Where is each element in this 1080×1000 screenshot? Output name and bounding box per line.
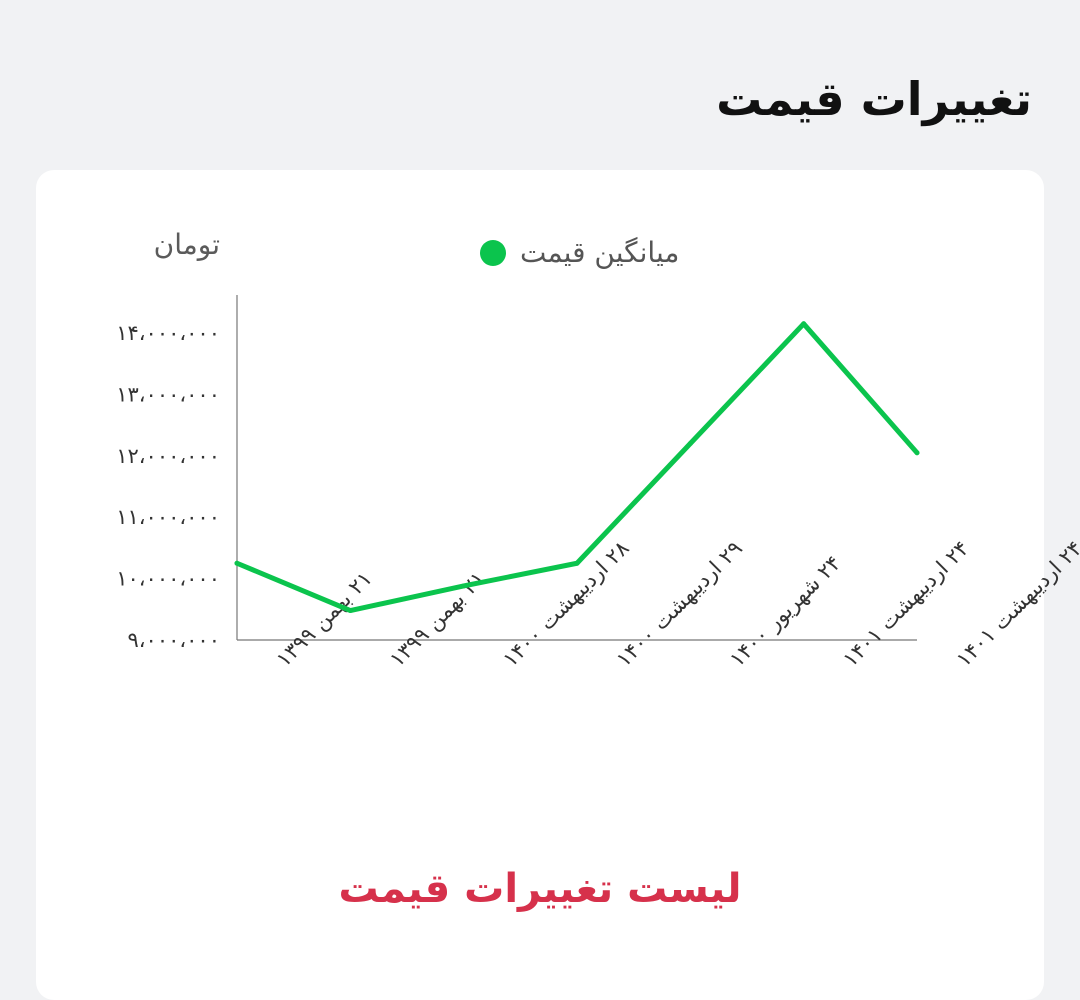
y-axis-ticks: ۹،۰۰۰،۰۰۰ ۱۰،۰۰۰،۰۰۰ ۱۱،۰۰۰،۰۰۰ ۱۲،۰۰۰،۰۰۰ ۱… — [116, 321, 220, 652]
page-title: تغییرات قیمت — [716, 72, 1032, 126]
data-point[interactable] — [687, 441, 693, 447]
data-point[interactable] — [461, 583, 467, 589]
price-chart-card — [36, 170, 1044, 1000]
chart-legend[interactable]: میانگین قیمت — [480, 236, 679, 269]
y-tick-label: ۱۳،۰۰۰،۰۰۰ — [116, 382, 220, 406]
x-tick-label: ۲۹ اردیبهشت ۱۴۰۰ — [612, 536, 747, 671]
data-point[interactable] — [574, 560, 580, 566]
x-tick-label: ۲۴ اردیبهشت ۱۴۰۱ — [952, 536, 1080, 671]
price-line-chart: ۹،۰۰۰،۰۰۰ ۱۰،۰۰۰،۰۰۰ ۱۱،۰۰۰،۰۰۰ ۱۲،۰۰۰،۰۰۰ ۱… — [116, 295, 1080, 672]
x-tick-label: ۲۸ اردیبهشت ۱۴۰۰ — [498, 536, 633, 671]
y-tick-label: ۹،۰۰۰،۰۰۰ — [127, 628, 220, 652]
data-point[interactable] — [347, 608, 353, 614]
price-history-list-link[interactable]: لیست تغییرات قیمت — [338, 866, 742, 912]
x-tick-label: ۲۴ اردیبهشت ۱۴۰۱ — [838, 536, 973, 671]
y-axis-unit-label: تومان — [153, 228, 220, 261]
y-tick-label: ۱۱،۰۰۰،۰۰۰ — [116, 505, 220, 529]
y-tick-label: ۱۲،۰۰۰،۰۰۰ — [116, 444, 220, 468]
data-point[interactable] — [234, 560, 240, 566]
y-tick-label: ۱۰،۰۰۰،۰۰۰ — [116, 567, 220, 591]
chart-axes — [236, 295, 917, 641]
data-point[interactable] — [801, 321, 807, 327]
legend-marker — [480, 239, 506, 266]
y-tick-label: ۱۴،۰۰۰،۰۰۰ — [116, 321, 220, 345]
data-point[interactable] — [914, 450, 920, 456]
legend-label: میانگین قیمت — [520, 236, 680, 269]
chart-series — [234, 321, 920, 614]
x-tick-label: ۲۴ شهریور ۱۴۰۰ — [725, 551, 846, 672]
